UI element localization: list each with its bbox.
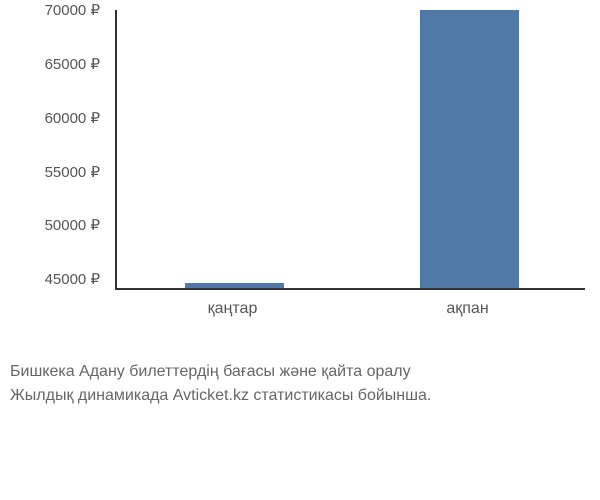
bar	[185, 283, 284, 288]
x-tick-label: қаңтар	[208, 300, 258, 318]
y-tick-label: 70000 ₽	[0, 1, 100, 19]
caption-line-1: Бишкека Адану билеттердің бағасы және қа…	[10, 360, 590, 384]
y-tick-label: 45000 ₽	[0, 270, 100, 288]
caption-line-2: Жылдық динамикада Avticket.kz статистика…	[10, 384, 590, 408]
chart-caption: Бишкека Адану билеттердің бағасы және қа…	[10, 360, 590, 408]
y-tick-label: 55000 ₽	[0, 163, 100, 181]
y-tick-label: 50000 ₽	[0, 216, 100, 234]
y-tick-label: 65000 ₽	[0, 55, 100, 73]
x-tick-label: ақпан	[446, 300, 488, 318]
y-axis: 45000 ₽50000 ₽55000 ₽60000 ₽65000 ₽70000…	[0, 10, 110, 290]
bar	[420, 10, 519, 288]
x-axis-labels: қаңтар ақпан	[115, 300, 585, 330]
plot-area	[115, 10, 585, 290]
y-tick-label: 60000 ₽	[0, 109, 100, 127]
chart-container: 45000 ₽ 50000 ₽ 55000 ₽ 60000 ₽ 65000 ₽ 70000…	[0, 0, 600, 360]
